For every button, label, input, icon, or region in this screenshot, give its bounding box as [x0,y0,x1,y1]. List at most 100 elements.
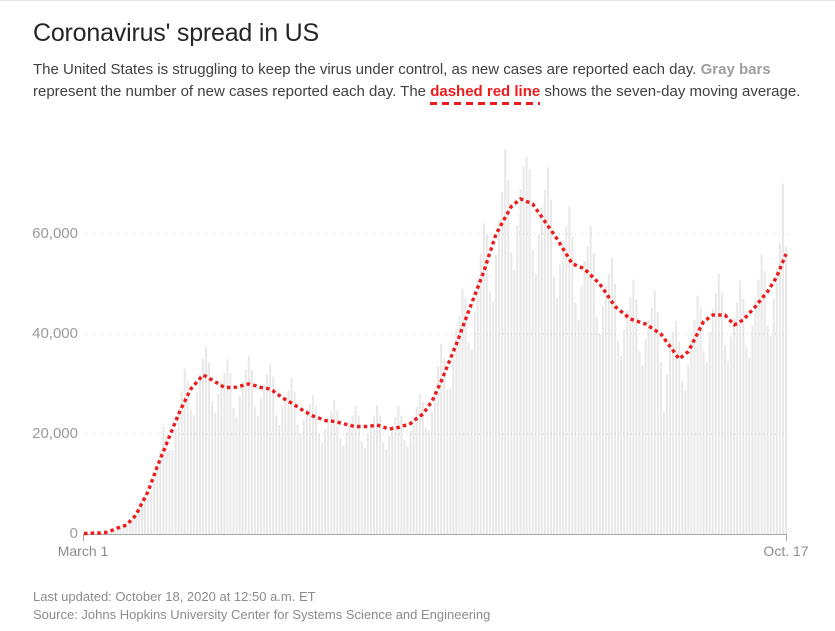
source-text: Source: Johns Hopkins University Center … [33,606,491,622]
daily-cases-bar [455,330,458,534]
daily-cases-bar [467,342,470,534]
daily-cases-bar [140,497,143,534]
daily-cases-bar [406,446,409,534]
daily-cases-bar [742,298,745,534]
daily-cases-bar [220,381,223,534]
daily-cases-bar [290,378,293,534]
daily-cases-bar [162,427,165,534]
daily-cases-bar [495,255,498,534]
daily-cases-bar [601,305,604,534]
daily-cases-bar [589,226,592,534]
daily-cases-bar [504,149,507,534]
daily-cases-bar [720,293,723,534]
daily-cases-bar [208,363,211,534]
daily-cases-bar [675,321,678,534]
daily-cases-bar [235,416,238,534]
daily-cases-bar [595,316,598,534]
daily-cases-bar [369,423,372,534]
daily-cases-bar [168,450,171,534]
daily-cases-bar [311,395,314,534]
daily-cases-bar [214,412,217,534]
daily-cases-bar [119,525,122,534]
daily-cases-bar [281,407,284,534]
daily-cases-bar [705,362,708,534]
daily-cases-bar [177,410,180,534]
daily-cases-bar [766,325,769,534]
daily-cases-bar [488,292,491,534]
daily-cases-bar [684,390,687,534]
daily-cases-bar [293,392,296,534]
daily-cases-bar [644,338,647,534]
daily-cases-bar [144,494,147,534]
daily-cases-bar [617,340,620,534]
daily-cases-bar [226,359,229,534]
daily-cases-bar [116,527,119,534]
daily-cases-bar [482,223,485,534]
daily-cases-bar [553,276,556,534]
daily-cases-bar [571,237,574,534]
daily-cases-bar [113,529,116,534]
daily-cases-bar [473,312,476,534]
daily-cases-bar [412,417,415,534]
daily-cases-bar [321,442,324,534]
daily-cases-bar [751,325,754,534]
daily-cases-bar [546,167,549,534]
daily-cases-bar [147,497,150,534]
daily-cases-bar [452,359,455,534]
daily-cases-bar [299,434,302,534]
dashed-red-line-label: dashed red line [430,83,541,105]
daily-cases-bar [769,336,772,534]
description-text-3: shows the seven-day moving average. [540,83,801,100]
daily-cases-bar [665,374,668,534]
description-text-2: represent the number of new cases report… [33,83,431,100]
daily-cases-bar [641,365,644,534]
daily-cases-bar [574,302,577,534]
daily-cases-bar [211,401,214,534]
daily-cases-bar [662,411,665,534]
daily-cases-bar [681,381,684,534]
daily-cases-bar [266,374,269,534]
daily-cases-bar [287,390,290,534]
daily-cases-bar [189,409,192,534]
daily-cases-bar [308,404,311,534]
daily-cases-bar [501,192,504,534]
daily-cases-bar [217,394,220,534]
daily-cases-bar [690,340,693,534]
daily-cases-bar [449,388,452,534]
daily-cases-bar [430,412,433,534]
daily-cases-bar [363,448,366,534]
daily-cases-bar [611,258,614,534]
daily-cases-bar [785,246,787,534]
daily-cases-bar [708,332,711,534]
daily-cases-bar [159,451,162,534]
daily-cases-bar [525,156,528,534]
daily-cases-bar [244,369,247,534]
last-updated-text: Last updated: October 18, 2020 at 12:50 … [33,589,316,604]
daily-cases-bar [421,402,424,534]
daily-cases-bar [614,283,617,534]
daily-cases-bar [156,464,159,534]
daily-cases-bar [278,425,281,534]
daily-cases-bar [440,343,443,534]
daily-cases-bar [638,351,641,534]
page-title: Coronavirus' spread in US [33,19,320,47]
daily-cases-bar [253,406,256,534]
daily-cases-bar [702,351,705,534]
daily-cases-bar [324,429,327,534]
daily-cases-bar [540,207,543,534]
daily-cases-bar [711,308,714,534]
daily-cases-bar [733,318,736,534]
daily-cases-bar [195,392,198,534]
daily-cases-bar [357,415,360,534]
daily-cases-bar [269,364,272,534]
daily-cases-bar [333,400,336,534]
daily-cases-bar [348,422,351,534]
daily-cases-bar [760,254,763,534]
daily-cases-bar [623,329,626,534]
daily-cases-bar [354,406,357,534]
daily-cases-bar [397,406,400,534]
daily-cases-bar [339,438,342,534]
daily-cases-bar [376,405,379,534]
daily-cases-bar [409,431,412,534]
